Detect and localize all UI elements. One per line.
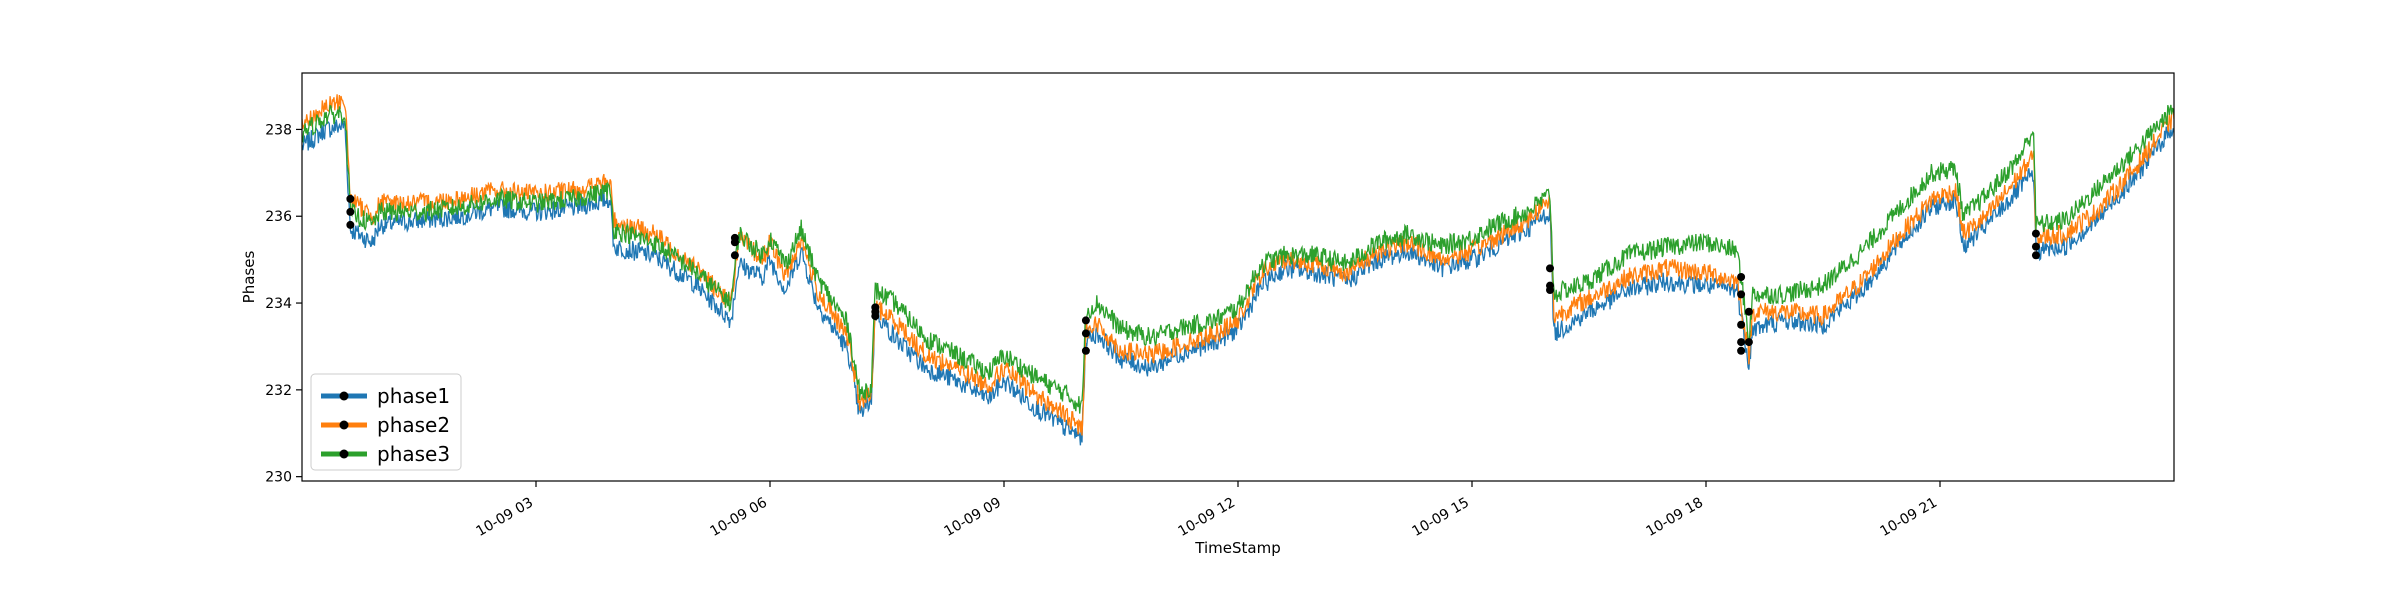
anomaly-marker: [1737, 338, 1746, 347]
anomaly-marker: [346, 194, 355, 203]
x-tick-label: 10-09 06: [707, 495, 770, 540]
legend-label-phase1: phase1: [377, 384, 450, 408]
x-axis-label: TimeStamp: [1194, 539, 1280, 557]
y-tick-label: 238: [265, 122, 292, 138]
series-line-phase3: [302, 104, 2174, 414]
y-axis: 230 232 234 236 238: [265, 122, 302, 486]
legend-swatch-marker: [339, 420, 349, 430]
anomaly-marker: [346, 207, 355, 216]
x-tick-label: 10-09 18: [1643, 495, 1706, 540]
anomaly-marker: [1737, 346, 1746, 355]
anomaly-marker: [1081, 329, 1090, 338]
anomaly-marker: [1744, 307, 1753, 316]
x-tick-label: 10-09 21: [1877, 495, 1940, 540]
anomaly-marker: [1081, 316, 1090, 325]
legend-swatch-marker: [339, 449, 349, 459]
y-axis-label: Phases: [240, 251, 258, 304]
legend-label-phase3: phase3: [377, 442, 450, 466]
x-tick-label: 10-09 03: [473, 495, 536, 540]
x-axis: 10-09 03 10-09 06 10-09 09 10-09 12 10-09 15…: [473, 481, 1941, 540]
series-line-phase2: [302, 94, 2174, 436]
series-line-phase1: [302, 118, 2174, 446]
anomaly-marker: [1546, 264, 1554, 273]
anomaly-marker: [871, 303, 880, 312]
anomaly-marker: [1737, 273, 1746, 281]
legend: phase1 phase2 phase3: [310, 373, 462, 471]
x-tick-label: 10-09 15: [1409, 495, 1472, 540]
anomaly-marker: [730, 238, 739, 247]
legend-label-phase2: phase2: [377, 413, 450, 437]
anomaly-marker: [1737, 320, 1746, 329]
anomaly-marker: [1744, 338, 1753, 347]
series-group: [302, 94, 2174, 446]
anomaly-marker: [1081, 346, 1090, 355]
anomaly-marker: [2031, 242, 2040, 251]
plot-frame: [301, 72, 2175, 482]
anomaly-marker: [1546, 281, 1554, 290]
y-tick-label: 230: [265, 470, 292, 486]
y-tick-label: 234: [265, 296, 292, 312]
x-tick-label: 10-09 12: [1175, 495, 1238, 540]
legend-swatch-marker: [339, 391, 349, 401]
plot-area: [302, 94, 2174, 446]
anomaly-marker: [730, 251, 739, 260]
anomaly-marker: [2031, 229, 2040, 238]
y-tick-label: 232: [265, 383, 292, 399]
anomaly-marker: [346, 220, 355, 229]
anomaly-marker: [2031, 251, 2040, 260]
x-tick-label: 10-09 09: [941, 495, 1004, 540]
anomaly-marker: [1737, 290, 1746, 299]
y-tick-label: 236: [265, 209, 292, 225]
